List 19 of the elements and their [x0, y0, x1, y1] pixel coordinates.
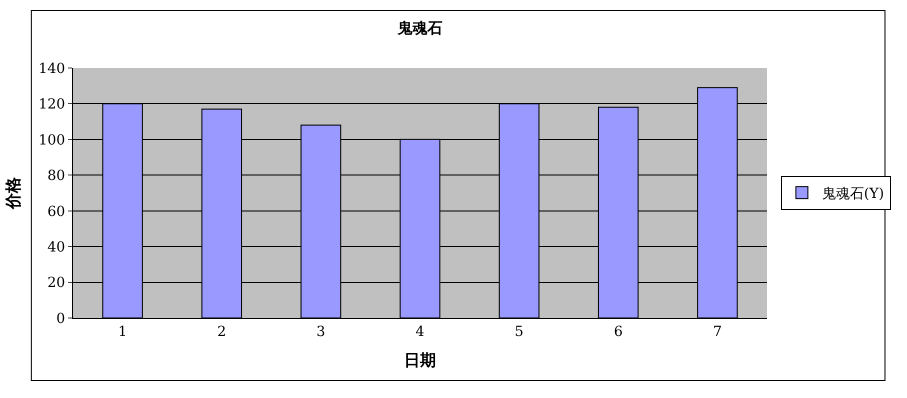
- y-axis-title: 价格: [3, 176, 22, 210]
- y-tick-label: 20: [47, 275, 66, 292]
- x-tick-label: 4: [416, 324, 425, 340]
- legend-label: 鬼魂石(Y): [822, 186, 884, 202]
- y-tick-label: 140: [38, 60, 66, 77]
- y-tick-label: 0: [56, 310, 66, 327]
- x-tick-label: 6: [614, 324, 623, 340]
- x-tick-label: 3: [316, 324, 326, 340]
- x-tick-label: 5: [514, 324, 524, 340]
- y-tick-label: 120: [38, 96, 66, 113]
- y-tick-label: 40: [47, 239, 66, 256]
- x-tick-label: 2: [217, 324, 226, 340]
- x-tick-label: 1: [118, 324, 128, 340]
- y-tick-label: 80: [47, 168, 66, 184]
- y-tick-label: 60: [47, 204, 66, 220]
- x-axis-title: 日期: [404, 350, 436, 370]
- x-tick-label: 7: [712, 324, 722, 340]
- y-tick-label: 100: [38, 132, 66, 148]
- chart-title: 鬼魂石: [396, 19, 442, 38]
